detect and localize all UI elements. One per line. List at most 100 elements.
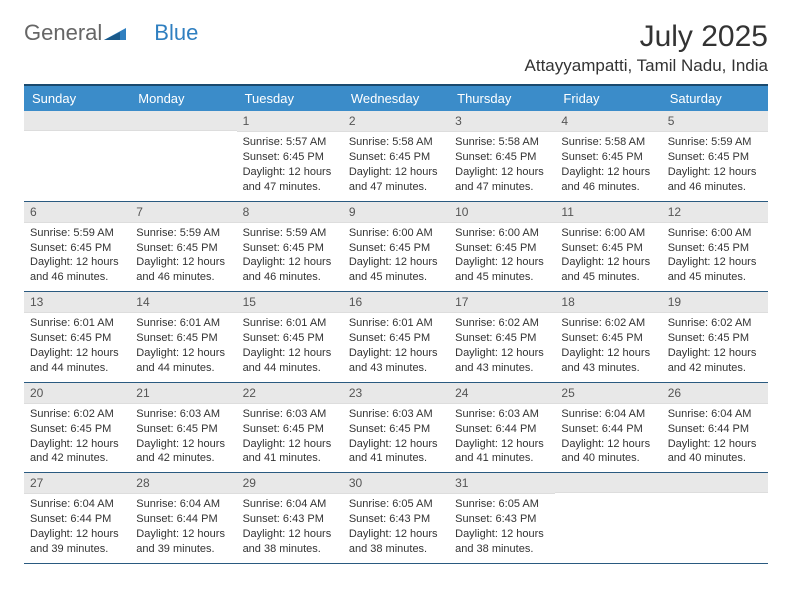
daylight-text: Daylight: 12 hours and 39 minutes. xyxy=(30,527,124,557)
weekday-header: Sunday Monday Tuesday Wednesday Thursday… xyxy=(24,86,768,111)
day-cell: 20Sunrise: 6:02 AMSunset: 6:45 PMDayligh… xyxy=(24,383,130,473)
day-body: Sunrise: 5:59 AMSunset: 6:45 PMDaylight:… xyxy=(130,223,236,291)
sunset-text: Sunset: 6:44 PM xyxy=(455,422,549,437)
daylight-text: Daylight: 12 hours and 43 minutes. xyxy=(455,346,549,376)
sunset-text: Sunset: 6:44 PM xyxy=(668,422,762,437)
week-row: 20Sunrise: 6:02 AMSunset: 6:45 PMDayligh… xyxy=(24,383,768,474)
day-number: 24 xyxy=(449,383,555,404)
sunrise-text: Sunrise: 6:02 AM xyxy=(668,316,762,331)
day-cell: 10Sunrise: 6:00 AMSunset: 6:45 PMDayligh… xyxy=(449,202,555,292)
weekday-label: Wednesday xyxy=(343,86,449,111)
sunset-text: Sunset: 6:45 PM xyxy=(349,241,443,256)
day-body: Sunrise: 6:00 AMSunset: 6:45 PMDaylight:… xyxy=(449,223,555,291)
daylight-text: Daylight: 12 hours and 46 minutes. xyxy=(30,255,124,285)
day-cell xyxy=(555,473,661,563)
day-cell: 27Sunrise: 6:04 AMSunset: 6:44 PMDayligh… xyxy=(24,473,130,563)
day-number xyxy=(24,111,130,131)
sunrise-text: Sunrise: 6:03 AM xyxy=(455,407,549,422)
day-cell: 23Sunrise: 6:03 AMSunset: 6:45 PMDayligh… xyxy=(343,383,449,473)
day-number: 15 xyxy=(237,292,343,313)
day-number: 21 xyxy=(130,383,236,404)
sunrise-text: Sunrise: 6:04 AM xyxy=(561,407,655,422)
day-number: 27 xyxy=(24,473,130,494)
day-cell: 8Sunrise: 5:59 AMSunset: 6:45 PMDaylight… xyxy=(237,202,343,292)
sunset-text: Sunset: 6:45 PM xyxy=(136,331,230,346)
day-body: Sunrise: 6:00 AMSunset: 6:45 PMDaylight:… xyxy=(343,223,449,291)
day-cell xyxy=(130,111,236,201)
sunrise-text: Sunrise: 5:58 AM xyxy=(349,135,443,150)
day-cell: 19Sunrise: 6:02 AMSunset: 6:45 PMDayligh… xyxy=(662,292,768,382)
day-number: 12 xyxy=(662,202,768,223)
sunrise-text: Sunrise: 6:03 AM xyxy=(136,407,230,422)
day-cell: 21Sunrise: 6:03 AMSunset: 6:45 PMDayligh… xyxy=(130,383,236,473)
daylight-text: Daylight: 12 hours and 39 minutes. xyxy=(136,527,230,557)
day-cell: 14Sunrise: 6:01 AMSunset: 6:45 PMDayligh… xyxy=(130,292,236,382)
day-body: Sunrise: 5:59 AMSunset: 6:45 PMDaylight:… xyxy=(24,223,130,291)
daylight-text: Daylight: 12 hours and 45 minutes. xyxy=(349,255,443,285)
day-body: Sunrise: 6:01 AMSunset: 6:45 PMDaylight:… xyxy=(130,313,236,381)
sunrise-text: Sunrise: 6:00 AM xyxy=(561,226,655,241)
sunrise-text: Sunrise: 6:05 AM xyxy=(349,497,443,512)
day-number: 29 xyxy=(237,473,343,494)
sunrise-text: Sunrise: 6:01 AM xyxy=(243,316,337,331)
sunrise-text: Sunrise: 6:04 AM xyxy=(668,407,762,422)
day-number: 25 xyxy=(555,383,661,404)
daylight-text: Daylight: 12 hours and 43 minutes. xyxy=(349,346,443,376)
day-body: Sunrise: 6:05 AMSunset: 6:43 PMDaylight:… xyxy=(449,494,555,562)
day-body: Sunrise: 6:02 AMSunset: 6:45 PMDaylight:… xyxy=(24,404,130,472)
daylight-text: Daylight: 12 hours and 45 minutes. xyxy=(455,255,549,285)
weekday-label: Monday xyxy=(130,86,236,111)
day-cell: 31Sunrise: 6:05 AMSunset: 6:43 PMDayligh… xyxy=(449,473,555,563)
sunrise-text: Sunrise: 6:01 AM xyxy=(30,316,124,331)
day-number: 5 xyxy=(662,111,768,132)
day-body: Sunrise: 6:02 AMSunset: 6:45 PMDaylight:… xyxy=(662,313,768,381)
day-number: 7 xyxy=(130,202,236,223)
sunset-text: Sunset: 6:43 PM xyxy=(349,512,443,527)
weekday-label: Sunday xyxy=(24,86,130,111)
day-body: Sunrise: 6:04 AMSunset: 6:44 PMDaylight:… xyxy=(662,404,768,472)
day-cell: 3Sunrise: 5:58 AMSunset: 6:45 PMDaylight… xyxy=(449,111,555,201)
day-cell: 13Sunrise: 6:01 AMSunset: 6:45 PMDayligh… xyxy=(24,292,130,382)
day-cell: 18Sunrise: 6:02 AMSunset: 6:45 PMDayligh… xyxy=(555,292,661,382)
header: General Blue July 2025 Attayyampatti, Ta… xyxy=(24,20,768,76)
daylight-text: Daylight: 12 hours and 41 minutes. xyxy=(455,437,549,467)
day-body: Sunrise: 6:01 AMSunset: 6:45 PMDaylight:… xyxy=(24,313,130,381)
daylight-text: Daylight: 12 hours and 46 minutes. xyxy=(668,165,762,195)
day-number: 9 xyxy=(343,202,449,223)
sunrise-text: Sunrise: 6:01 AM xyxy=(136,316,230,331)
sunrise-text: Sunrise: 6:03 AM xyxy=(243,407,337,422)
day-body: Sunrise: 5:58 AMSunset: 6:45 PMDaylight:… xyxy=(555,132,661,200)
day-number: 4 xyxy=(555,111,661,132)
weekday-label: Friday xyxy=(555,86,661,111)
day-number: 14 xyxy=(130,292,236,313)
day-number: 11 xyxy=(555,202,661,223)
day-cell: 15Sunrise: 6:01 AMSunset: 6:45 PMDayligh… xyxy=(237,292,343,382)
sunrise-text: Sunrise: 6:00 AM xyxy=(349,226,443,241)
day-cell: 4Sunrise: 5:58 AMSunset: 6:45 PMDaylight… xyxy=(555,111,661,201)
sunset-text: Sunset: 6:45 PM xyxy=(136,241,230,256)
sunrise-text: Sunrise: 6:02 AM xyxy=(455,316,549,331)
week-row: 27Sunrise: 6:04 AMSunset: 6:44 PMDayligh… xyxy=(24,473,768,564)
sunset-text: Sunset: 6:45 PM xyxy=(668,331,762,346)
day-cell: 2Sunrise: 5:58 AMSunset: 6:45 PMDaylight… xyxy=(343,111,449,201)
day-body: Sunrise: 6:00 AMSunset: 6:45 PMDaylight:… xyxy=(555,223,661,291)
sunset-text: Sunset: 6:45 PM xyxy=(349,422,443,437)
day-body: Sunrise: 6:02 AMSunset: 6:45 PMDaylight:… xyxy=(449,313,555,381)
day-cell: 26Sunrise: 6:04 AMSunset: 6:44 PMDayligh… xyxy=(662,383,768,473)
sunrise-text: Sunrise: 6:02 AM xyxy=(561,316,655,331)
day-cell: 17Sunrise: 6:02 AMSunset: 6:45 PMDayligh… xyxy=(449,292,555,382)
day-number xyxy=(555,473,661,493)
day-number: 13 xyxy=(24,292,130,313)
day-number: 18 xyxy=(555,292,661,313)
sunrise-text: Sunrise: 6:01 AM xyxy=(349,316,443,331)
day-number: 10 xyxy=(449,202,555,223)
sunset-text: Sunset: 6:45 PM xyxy=(561,150,655,165)
day-body: Sunrise: 6:05 AMSunset: 6:43 PMDaylight:… xyxy=(343,494,449,562)
day-number xyxy=(130,111,236,131)
day-number: 26 xyxy=(662,383,768,404)
day-number: 1 xyxy=(237,111,343,132)
day-cell: 7Sunrise: 5:59 AMSunset: 6:45 PMDaylight… xyxy=(130,202,236,292)
day-cell: 16Sunrise: 6:01 AMSunset: 6:45 PMDayligh… xyxy=(343,292,449,382)
daylight-text: Daylight: 12 hours and 47 minutes. xyxy=(349,165,443,195)
sunrise-text: Sunrise: 5:59 AM xyxy=(30,226,124,241)
